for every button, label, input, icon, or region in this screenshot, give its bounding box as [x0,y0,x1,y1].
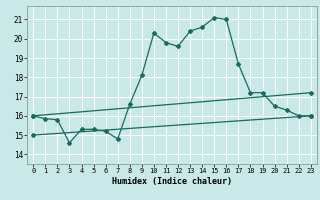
X-axis label: Humidex (Indice chaleur): Humidex (Indice chaleur) [112,177,232,186]
